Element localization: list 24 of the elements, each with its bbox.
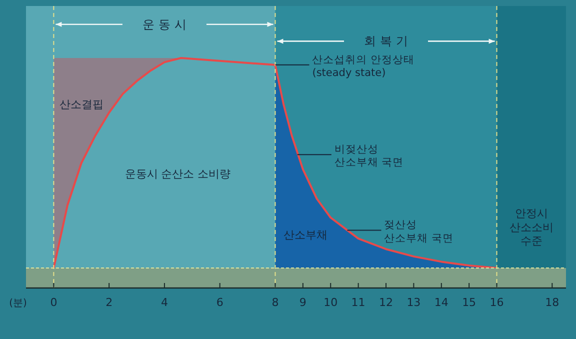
annotation: 산소결핍	[59, 98, 104, 112]
x-tick-label: 14	[434, 296, 448, 309]
annotation: 운동시 순산소 소비량	[124, 168, 231, 180]
x-tick-label: 16	[490, 296, 504, 309]
text: 회 복 기	[364, 34, 408, 48]
x-tick-label: 13	[406, 296, 421, 309]
x-tick-label: 2	[106, 296, 113, 309]
x-tick-label: 0	[50, 296, 58, 309]
x-tick-label: 11	[351, 296, 366, 309]
annotation: 산소섭취의 안정상태 (steady state)	[312, 54, 415, 80]
x-axis-title: (분)	[9, 298, 27, 309]
annotation: 산소부채	[284, 228, 328, 242]
text: 운 동 시	[142, 17, 186, 32]
x-tick-label: 10	[324, 296, 338, 309]
x-tick-label: 12	[379, 296, 393, 309]
x-tick-label: 8	[272, 296, 279, 309]
x-tick-label: 4	[160, 296, 168, 309]
annotation: 젖산성 산소부채 국면	[384, 219, 454, 244]
x-tick-label: 18	[545, 296, 560, 309]
x-tick-label: 6	[216, 296, 224, 309]
annotation: 비젖산성 산소부채 국면	[334, 144, 404, 169]
annotation: 안정시 산소소비 수준	[509, 207, 554, 248]
x-tick-label: 9	[299, 296, 306, 309]
x-tick-label: 15	[462, 296, 476, 309]
